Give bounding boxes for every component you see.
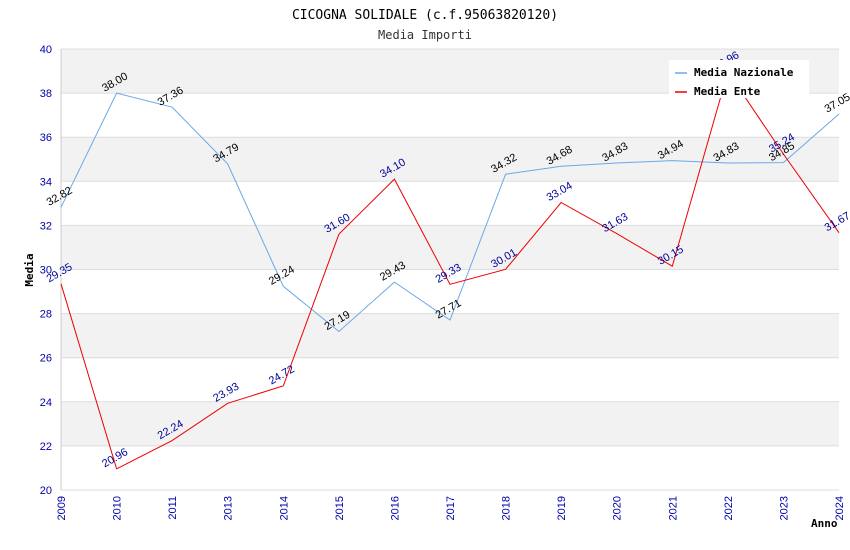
y-tick-label: 32 [40,220,52,232]
grid-band [61,313,839,358]
y-tick-label: 22 [40,441,52,453]
x-tick-label: 2015 [334,496,346,520]
grid-band [61,401,839,446]
x-tick-label: 2013 [223,496,235,520]
y-tick-label: 34 [40,176,52,188]
legend: Media Nazionale Media Ente [669,60,809,98]
grid-band [61,269,839,314]
x-tick-label: 2024 [834,496,846,520]
y-tick-label: 38 [40,88,52,100]
x-tick-label: 2016 [389,496,401,520]
y-tick-label: 20 [40,485,52,497]
x-tick-label: 2014 [278,496,290,520]
y-tick-label: 24 [40,397,52,409]
grid-band [61,181,839,226]
series-lines [60,70,840,470]
x-tick-label: 2010 [112,496,124,520]
series-line [60,92,840,333]
x-tick-label: 2020 [612,496,624,520]
y-tick-label: 40 [40,44,52,56]
x-tick-label: 2021 [667,496,679,520]
grid-band [61,93,839,138]
y-tick-label: 36 [40,132,52,144]
y-tick-label: 26 [40,353,52,365]
y-axis-label: Media [23,253,36,286]
series-line [60,70,840,470]
grid-band [61,357,839,402]
grid-band [61,445,839,490]
legend-label: Media Nazionale [694,66,794,79]
x-axis-ticks: 2009 2010 2011 2013 2014 2015 2016 2017 2018 2019… [56,496,846,520]
y-tick-label: 30 [40,265,52,277]
x-tick-label: 2019 [556,496,568,520]
x-tick-label: 2018 [501,496,513,520]
grid-band [61,225,839,270]
legend-box [669,60,809,98]
x-tick-label: 2023 [778,496,790,520]
y-axis-ticks: 20 22 24 26 28 30 32 34 36 38 40 [40,44,52,497]
chart-subtitle: Media Importi [378,28,472,42]
x-axis-label: Anno [811,517,838,530]
x-tick-label: 2009 [56,496,68,520]
grid-bands [61,49,839,490]
legend-label: Media Ente [694,85,761,98]
x-tick-label: 2017 [445,496,457,520]
y-tick-label: 28 [40,309,52,321]
chart-title: CICOGNA SOLIDALE (c.f.95063820120) [292,8,558,23]
x-tick-label: 2011 [167,496,179,520]
x-tick-label: 2022 [723,496,735,520]
grid-band [61,137,839,182]
